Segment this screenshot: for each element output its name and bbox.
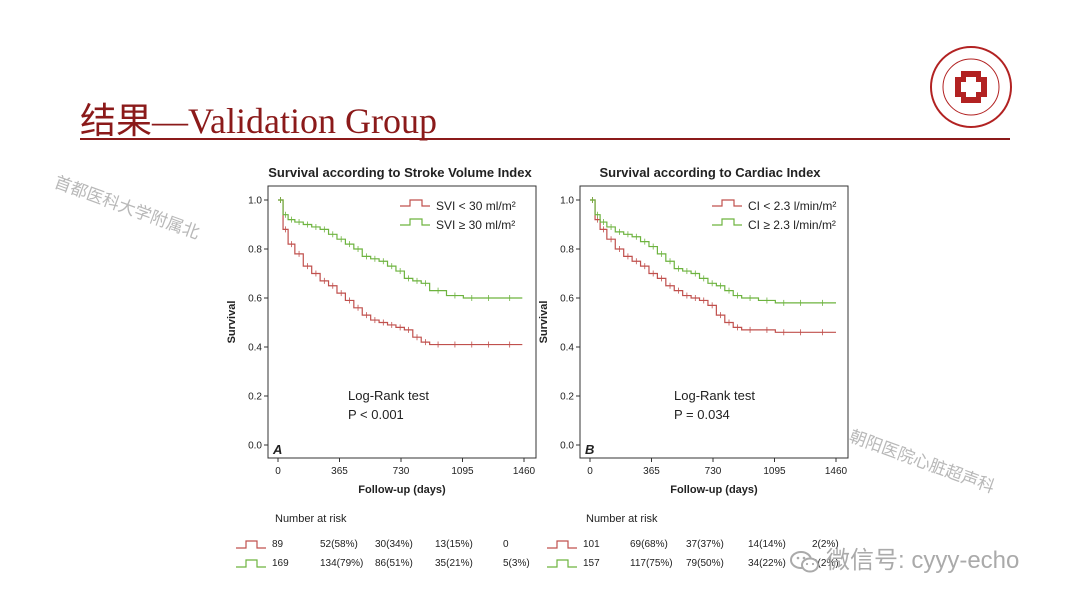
y-tick-label: 0.4	[248, 343, 262, 354]
risk-row-swatch	[236, 559, 266, 568]
risk-row-swatch	[547, 540, 577, 549]
y-axis-label: Survival	[226, 301, 238, 344]
risk-cell: 2(2%)	[812, 558, 839, 569]
risk-cell: 169	[272, 558, 289, 569]
y-tick-label: 0.6	[248, 294, 262, 305]
y-tick-label: 0.8	[248, 245, 262, 256]
risk-cell: 69(68%)	[630, 539, 668, 550]
x-tick-label: 0	[275, 466, 281, 477]
legend-swatch	[400, 218, 430, 226]
risk-cell: 2(2%)	[812, 539, 839, 550]
risk-cell: 35(21%)	[435, 558, 473, 569]
x-tick-label: 365	[331, 466, 348, 477]
legend-swatch	[400, 199, 430, 207]
plot-frame	[267, 185, 537, 459]
x-tick-label: 1095	[451, 466, 474, 477]
y-tick-label: 0.4	[560, 343, 574, 354]
survival-curve-low	[590, 199, 836, 333]
y-tick-label: 1.0	[248, 196, 262, 207]
panel-label: A	[272, 442, 282, 457]
risk-cell: 89	[272, 539, 284, 550]
risk-cell: 5(3%)	[503, 558, 530, 569]
risk-cell: 117(75%)	[630, 558, 673, 569]
legend-label: SVI ≥ 30 ml/m²	[436, 218, 515, 232]
risk-cell: 86(51%)	[375, 558, 413, 569]
slide-title: 结果—Validation Group	[80, 101, 437, 141]
y-tick-label: 0.0	[248, 441, 262, 452]
log-rank-label: Log-Rank test	[674, 388, 755, 403]
risk-row-swatch	[547, 559, 577, 568]
panel-label: B	[585, 442, 594, 457]
x-tick-label: 1460	[513, 466, 536, 477]
risk-cell: 34(22%)	[748, 558, 786, 569]
survival-curve-high	[590, 199, 836, 304]
risk-cell: 30(34%)	[375, 539, 413, 550]
legend-label: CI ≥ 2.3 l/min/m²	[748, 218, 836, 232]
log-rank-label: Log-Rank test	[348, 388, 429, 403]
y-tick-label: 0.0	[560, 441, 574, 452]
survival-curve-high	[278, 199, 523, 299]
risk-cell: 37(37%)	[686, 539, 724, 550]
y-tick-label: 0.6	[560, 294, 574, 305]
p-value: P = 0.034	[674, 407, 730, 422]
wechat-label: 微信号: cyyy-echo	[826, 547, 1020, 574]
x-axis-label: Follow-up (days)	[670, 484, 758, 496]
risk-cell: 79(50%)	[686, 558, 724, 569]
y-axis-label: Survival	[538, 301, 550, 344]
risk-cell: 0	[503, 539, 509, 550]
x-tick-label: 0	[587, 466, 593, 477]
chart-title: Survival according to Stroke Volume Inde…	[268, 165, 532, 180]
plot-frame	[579, 185, 849, 459]
risk-cell: 101	[583, 539, 600, 550]
risk-cell: 157	[583, 558, 600, 569]
title-underline	[80, 138, 1010, 140]
survival-curve-low	[278, 199, 523, 346]
y-tick-label: 0.8	[560, 245, 574, 256]
wechat-icon	[790, 550, 819, 573]
legend-label: CI < 2.3 l/min/m²	[748, 199, 836, 213]
hospital-logo-icon	[930, 46, 1012, 128]
risk-cell: 14(14%)	[748, 539, 786, 550]
y-tick-label: 1.0	[560, 196, 574, 207]
risk-row-swatch	[236, 540, 266, 549]
risk-cell: 52(58%)	[320, 539, 358, 550]
y-tick-label: 0.2	[248, 392, 262, 403]
chart-title: Survival according to Cardiac Index	[599, 165, 821, 180]
y-tick-label: 0.2	[560, 392, 574, 403]
x-tick-label: 1460	[825, 466, 848, 477]
legend-label: SVI < 30 ml/m²	[436, 199, 516, 213]
x-axis-label: Follow-up (days)	[358, 484, 446, 496]
p-value: P < 0.001	[348, 407, 404, 422]
risk-table-title: Number at risk	[586, 513, 658, 525]
risk-cell: 13(15%)	[435, 539, 473, 550]
risk-cell: 134(79%)	[320, 558, 364, 569]
risk-table-title: Number at risk	[275, 513, 347, 525]
x-tick-label: 1095	[763, 466, 786, 477]
x-tick-label: 730	[393, 466, 410, 477]
legend-swatch	[712, 218, 742, 226]
legend-swatch	[712, 199, 742, 207]
x-tick-label: 730	[705, 466, 722, 477]
x-tick-label: 365	[643, 466, 660, 477]
wechat-id: 微信号: cyyy-echo	[790, 540, 1019, 575]
